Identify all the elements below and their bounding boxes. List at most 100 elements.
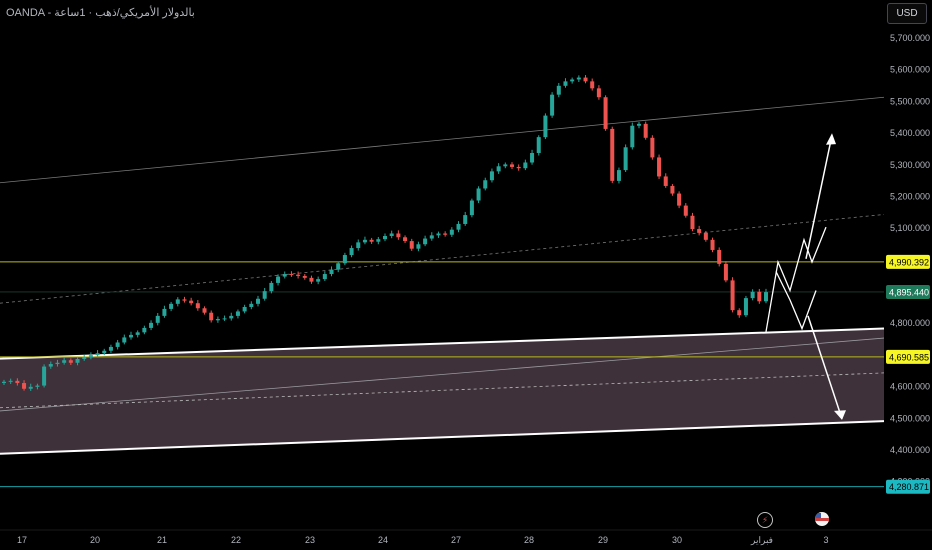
candle-body bbox=[530, 152, 535, 163]
candle-body bbox=[456, 223, 461, 230]
candle-body bbox=[142, 327, 147, 333]
lightning-icon[interactable]: ⚡ bbox=[757, 512, 773, 528]
x-tick-label: 3 bbox=[823, 535, 828, 545]
candle-body bbox=[189, 300, 194, 304]
candle-body bbox=[690, 215, 695, 230]
candle-body bbox=[723, 263, 728, 281]
x-tick-label: فبراير bbox=[750, 535, 773, 546]
candle-body bbox=[523, 162, 528, 169]
us-flag-icon[interactable] bbox=[815, 512, 829, 526]
candle-body bbox=[215, 319, 220, 321]
candle-body bbox=[302, 275, 307, 278]
x-tick-label: 22 bbox=[231, 535, 241, 545]
candle-body bbox=[590, 81, 595, 89]
candle-body bbox=[596, 88, 601, 98]
candle-body bbox=[169, 303, 174, 309]
candle-body bbox=[683, 205, 688, 216]
candle-body bbox=[677, 193, 682, 206]
candle-body bbox=[115, 342, 120, 347]
candle-body bbox=[389, 233, 394, 237]
arrowhead-down bbox=[834, 410, 846, 420]
candle-body bbox=[543, 115, 548, 138]
candle-body bbox=[55, 362, 60, 365]
candle-body bbox=[416, 244, 421, 249]
candle-body bbox=[356, 242, 361, 249]
candle-body bbox=[135, 332, 140, 335]
candle-body bbox=[282, 274, 287, 277]
x-tick-label: 27 bbox=[451, 535, 461, 545]
candle-body bbox=[222, 318, 227, 320]
candle-body bbox=[202, 308, 207, 313]
y-tick-label: 5,700.000 bbox=[890, 33, 930, 43]
candle-body bbox=[242, 306, 247, 312]
candle-body bbox=[650, 137, 655, 158]
x-tick-label: 21 bbox=[157, 535, 167, 545]
candle-body bbox=[229, 315, 234, 319]
candle-body bbox=[610, 128, 615, 181]
candle-body bbox=[509, 164, 515, 167]
candle-body bbox=[122, 337, 127, 343]
support-zone bbox=[0, 328, 884, 454]
candle-body bbox=[483, 180, 488, 189]
candle-body bbox=[657, 157, 662, 177]
candle-body bbox=[336, 263, 341, 270]
candle-body bbox=[162, 308, 167, 316]
candle-body bbox=[1, 381, 7, 384]
projection-arrow-up bbox=[805, 135, 833, 259]
candle-body bbox=[636, 123, 642, 126]
candle-body bbox=[195, 303, 200, 309]
price-badge bbox=[886, 479, 930, 494]
candle-body bbox=[316, 279, 321, 282]
y-tick-label: 5,500.000 bbox=[890, 96, 930, 106]
candle-body bbox=[449, 229, 454, 235]
candle-body bbox=[22, 383, 27, 389]
candle-body bbox=[697, 229, 702, 233]
candle-body bbox=[623, 147, 628, 171]
candle-body bbox=[630, 125, 635, 148]
candle-body bbox=[703, 232, 708, 240]
candle-body bbox=[403, 237, 408, 242]
candle-body bbox=[563, 81, 568, 86]
candle-body bbox=[436, 233, 441, 236]
symbol-title: OANDA - بالدولار الأمريكي/ذهب · 1ساعة bbox=[6, 7, 195, 19]
candle-body bbox=[763, 292, 769, 302]
currency-button[interactable]: USD bbox=[887, 3, 927, 24]
candle-body bbox=[369, 239, 374, 242]
price-badge-label: 4,690.585 bbox=[889, 352, 929, 362]
arrowhead-up bbox=[826, 133, 836, 145]
candle-body bbox=[309, 277, 314, 282]
candle-body bbox=[276, 276, 281, 283]
candle-body bbox=[670, 185, 675, 194]
price-badge-label: 4,990.392 bbox=[889, 257, 929, 267]
candle-body bbox=[88, 355, 93, 358]
projection-arrow-down bbox=[807, 315, 843, 420]
x-tick-label: 30 bbox=[672, 535, 682, 545]
y-tick-label: 4,600.000 bbox=[890, 382, 930, 392]
candle-body bbox=[737, 310, 742, 316]
candle-body bbox=[75, 358, 80, 363]
candle-body bbox=[730, 280, 735, 311]
zone-bottom-line bbox=[0, 420, 885, 455]
candle-body bbox=[296, 274, 301, 276]
candle-body bbox=[376, 239, 381, 242]
price-badge-label: 4,895.440 bbox=[889, 287, 929, 297]
candle-body bbox=[489, 171, 494, 181]
candle-body bbox=[249, 303, 254, 307]
candle-body bbox=[409, 241, 414, 249]
candle-body bbox=[209, 312, 214, 321]
candle-body bbox=[108, 346, 113, 351]
candle-body bbox=[329, 269, 334, 275]
candle-body bbox=[570, 79, 575, 82]
candle-body bbox=[62, 360, 67, 363]
candle-body bbox=[743, 298, 748, 316]
candle-body bbox=[429, 235, 434, 239]
candle-body bbox=[423, 238, 428, 245]
candle-body bbox=[516, 166, 521, 169]
candle-body bbox=[235, 311, 240, 316]
candle-body bbox=[68, 360, 73, 363]
candle-body bbox=[262, 291, 267, 299]
candle-body bbox=[95, 353, 100, 356]
candle-body bbox=[28, 386, 33, 389]
